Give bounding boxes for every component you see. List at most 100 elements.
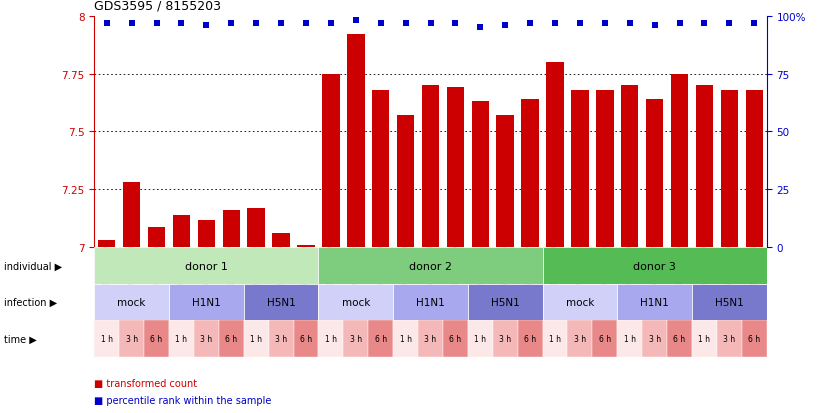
Text: H5N1: H5N1 — [714, 297, 743, 307]
Bar — [293, 320, 318, 357]
Bar — [372, 90, 389, 248]
Bar — [495, 116, 514, 248]
Bar — [471, 102, 488, 248]
Text: 1 h: 1 h — [324, 334, 337, 343]
Point — [572, 20, 586, 27]
Bar — [147, 227, 165, 248]
Bar — [492, 320, 517, 357]
Text: GSM466572: GSM466572 — [253, 244, 259, 287]
Text: 3 h: 3 h — [499, 334, 511, 343]
Text: GSM466586: GSM466586 — [452, 244, 458, 287]
Bar — [521, 100, 538, 248]
Bar — [641, 248, 667, 283]
Bar — [542, 248, 567, 283]
Text: GSM466582: GSM466582 — [352, 244, 359, 287]
Text: 3 h: 3 h — [349, 334, 361, 343]
Text: donor 3: donor 3 — [632, 261, 675, 271]
Text: GSM466595: GSM466595 — [676, 244, 681, 287]
Bar — [318, 248, 542, 284]
Text: 1 h: 1 h — [698, 334, 709, 343]
Text: 6 h: 6 h — [598, 334, 610, 343]
Text: GSM466576: GSM466576 — [153, 244, 160, 287]
Text: GSM466574: GSM466574 — [203, 244, 209, 287]
Point — [647, 22, 660, 29]
Bar — [741, 248, 766, 283]
Bar — [368, 248, 392, 283]
Text: 3 h: 3 h — [722, 334, 735, 343]
Text: GSM466589: GSM466589 — [626, 244, 632, 287]
Text: 3 h: 3 h — [573, 334, 586, 343]
Text: 3 h: 3 h — [274, 334, 287, 343]
Point — [548, 20, 561, 27]
Text: 1 h: 1 h — [399, 334, 411, 343]
Point — [150, 20, 163, 27]
Bar — [322, 74, 339, 248]
Bar — [595, 90, 613, 248]
Bar — [720, 90, 737, 248]
Text: H1N1: H1N1 — [415, 297, 445, 307]
Bar — [219, 248, 243, 283]
Bar — [545, 63, 563, 248]
Bar — [318, 248, 343, 283]
Bar — [346, 35, 364, 248]
Point — [598, 20, 611, 27]
Bar — [418, 320, 442, 357]
Text: 6 h: 6 h — [747, 334, 759, 343]
Bar — [567, 248, 591, 283]
Text: H1N1: H1N1 — [192, 297, 220, 307]
Bar — [392, 248, 418, 283]
Text: 6 h: 6 h — [672, 334, 685, 343]
Bar — [567, 320, 591, 357]
Bar — [318, 320, 343, 357]
Bar — [468, 320, 492, 357]
Text: mock: mock — [342, 297, 369, 307]
Point — [722, 20, 735, 27]
Point — [349, 18, 362, 24]
Bar — [468, 248, 492, 283]
Point — [125, 20, 138, 27]
Bar — [591, 248, 617, 283]
Bar — [418, 248, 442, 283]
Text: ■ percentile rank within the sample: ■ percentile rank within the sample — [94, 395, 271, 405]
Bar — [293, 248, 318, 283]
Point — [249, 20, 262, 27]
Text: GSM466580: GSM466580 — [402, 244, 408, 287]
Bar — [716, 248, 741, 283]
Bar — [119, 320, 144, 357]
Bar — [243, 248, 269, 283]
Bar — [542, 284, 617, 320]
Text: 3 h: 3 h — [125, 334, 138, 343]
Text: GSM466570: GSM466570 — [104, 244, 110, 287]
Text: 6 h: 6 h — [449, 334, 461, 343]
Bar — [94, 248, 318, 284]
Text: GSM466585: GSM466585 — [378, 244, 383, 287]
Bar — [297, 245, 314, 248]
Bar — [620, 86, 638, 248]
Point — [324, 20, 337, 27]
Text: donor 1: donor 1 — [185, 261, 228, 271]
Bar — [617, 320, 641, 357]
Bar — [442, 248, 468, 283]
Bar — [446, 88, 464, 248]
Text: GSM466577: GSM466577 — [228, 244, 234, 287]
Point — [200, 22, 213, 29]
Text: GSM466596: GSM466596 — [750, 244, 756, 287]
Text: individual ▶: individual ▶ — [4, 261, 62, 271]
Point — [672, 20, 686, 27]
Text: ■ transformed count: ■ transformed count — [94, 378, 197, 388]
Bar — [617, 284, 691, 320]
Point — [373, 20, 387, 27]
Text: GSM466584: GSM466584 — [501, 244, 508, 287]
Bar — [667, 248, 691, 283]
Text: 1 h: 1 h — [175, 334, 188, 343]
Point — [747, 20, 760, 27]
Text: donor 2: donor 2 — [409, 261, 451, 271]
Bar — [94, 284, 169, 320]
Bar — [193, 248, 219, 283]
Bar — [591, 320, 617, 357]
Bar — [392, 284, 468, 320]
Point — [224, 20, 238, 27]
Bar — [272, 234, 289, 248]
Point — [100, 20, 113, 27]
Text: mock: mock — [565, 297, 594, 307]
